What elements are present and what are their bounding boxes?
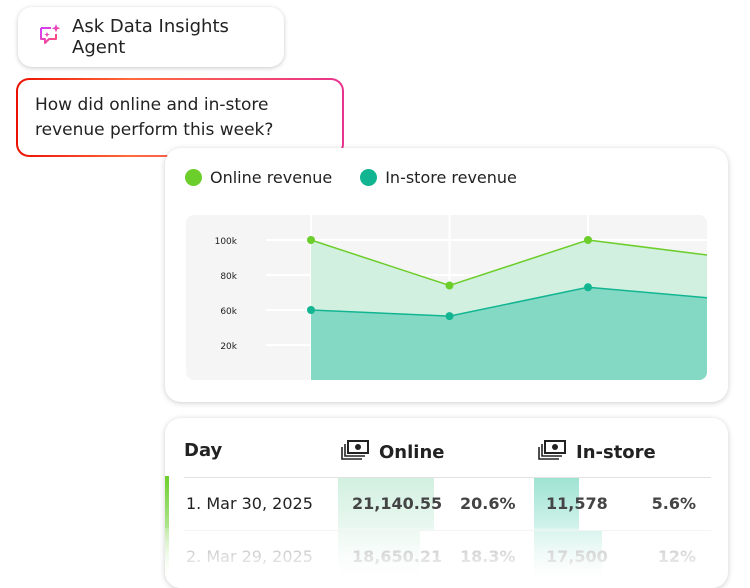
- data-table: Day Online In-store 1. Mar 30, 2025 21,14…: [165, 418, 728, 588]
- chart-legend: Online revenue In-store revenue: [185, 168, 517, 187]
- ask-agent-label: Ask Data Insights Agent: [72, 16, 229, 58]
- online-data-point: [584, 236, 592, 244]
- instore-line: [310, 286, 707, 317]
- cell-online-pct: 20.6%: [460, 494, 516, 513]
- instore-area: [311, 287, 707, 380]
- fade-overlay: [165, 528, 728, 588]
- table-row[interactable]: 1. Mar 30, 2025 21,140.55 20.6% 11,578 5.6%: [184, 477, 711, 530]
- instore-data-point: [445, 312, 454, 321]
- online-data-point: [445, 281, 454, 290]
- instore-bar: [534, 478, 579, 530]
- legend-dot-instore: [360, 169, 378, 186]
- header-label: Day: [184, 440, 223, 461]
- y-tick-label: 100k: [215, 237, 238, 247]
- instore-data-point: [307, 306, 315, 314]
- user-prompt: How did online and in-store revenue perf…: [16, 78, 344, 157]
- header-instore[interactable]: In-store: [538, 440, 656, 465]
- y-tick-label: 20k: [220, 342, 237, 352]
- area-chart: 100k 80k 60k 20k: [186, 215, 707, 380]
- money-stack-icon: [341, 440, 369, 465]
- cell-online: 21,140.55: [352, 494, 443, 513]
- y-tick-label: 80k: [220, 272, 237, 282]
- cell-instore: 11,578: [546, 494, 608, 513]
- series-group: [310, 239, 707, 380]
- header-label: In-store: [576, 442, 656, 463]
- header-day[interactable]: Day: [184, 440, 222, 461]
- cell-instore-pct: 5.6%: [651, 494, 696, 513]
- prompt-text: How did online and in-store revenue perf…: [18, 80, 342, 155]
- online-bar: [338, 478, 434, 530]
- header-label: Online: [379, 442, 445, 463]
- legend-item-online[interactable]: Online revenue: [185, 168, 332, 187]
- online-data-point: [307, 236, 315, 244]
- legend-label: In-store revenue: [385, 168, 517, 187]
- legend-dot-online: [185, 169, 202, 186]
- legend-item-instore[interactable]: In-store revenue: [360, 168, 517, 187]
- chart-card: Online revenue In-store revenue 100k 80k 6…: [165, 148, 728, 402]
- sparkle-chat-icon: [38, 23, 62, 51]
- cell-day: 1. Mar 30, 2025: [186, 494, 313, 513]
- instore-data-point: [584, 283, 592, 292]
- online-line: [310, 239, 707, 287]
- y-tick-label: 60k: [220, 307, 237, 317]
- legend-label: Online revenue: [210, 168, 333, 187]
- header-online[interactable]: Online: [341, 440, 444, 465]
- ask-agent-button[interactable]: Ask Data Insights Agent: [18, 7, 284, 67]
- money-stack-icon: [538, 440, 566, 465]
